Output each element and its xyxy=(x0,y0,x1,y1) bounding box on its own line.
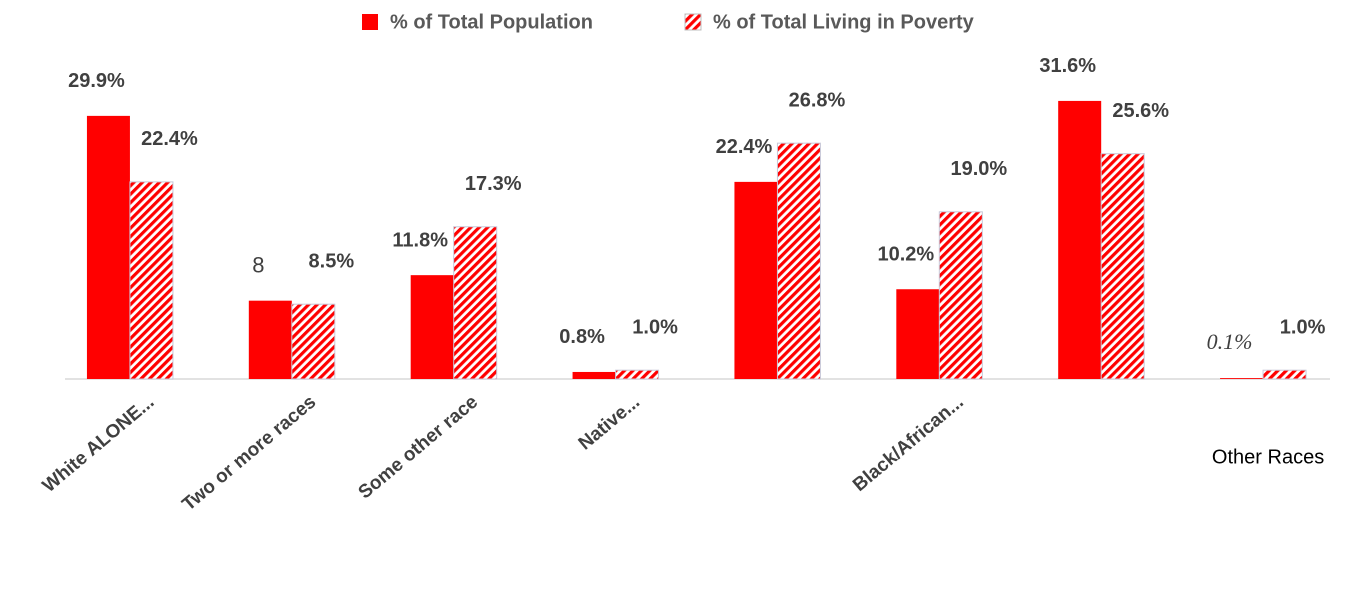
bar xyxy=(938,211,983,380)
x-tick-label: Two or more races xyxy=(178,392,320,516)
legend-label: % of Total Living in Poverty xyxy=(713,11,975,33)
x-tick-label: Other Races xyxy=(1212,446,1324,468)
bar xyxy=(248,300,292,379)
legend: % of Total Population % of Total Living i… xyxy=(362,11,975,33)
data-label: 29.9% xyxy=(68,70,125,92)
bar xyxy=(1220,378,1264,379)
bar xyxy=(129,181,174,380)
bar xyxy=(410,275,454,379)
bar xyxy=(572,371,616,379)
bar xyxy=(615,369,660,380)
legend-swatch xyxy=(684,13,702,31)
data-label: 19.0% xyxy=(950,158,1007,180)
legend-label: % of Total Population xyxy=(390,11,593,33)
x-tick-label: Native... xyxy=(575,392,644,455)
data-label: 22.4% xyxy=(141,128,198,150)
x-tick-label: White ALONE... xyxy=(39,392,159,497)
legend-swatch xyxy=(362,14,378,30)
data-label: 8 xyxy=(252,252,264,277)
bar xyxy=(896,289,940,379)
bar xyxy=(734,181,778,379)
data-label: 0.1% xyxy=(1207,329,1253,354)
bar xyxy=(1058,100,1102,380)
data-label: 31.6% xyxy=(1039,55,1096,77)
bar xyxy=(1100,153,1145,380)
data-label: 1.0% xyxy=(632,316,678,338)
bar xyxy=(291,303,336,380)
data-label: 22.4% xyxy=(716,136,773,158)
data-label: 8.5% xyxy=(309,250,355,272)
data-label: 25.6% xyxy=(1112,100,1169,122)
data-label: 0.8% xyxy=(559,326,605,348)
x-tick-label: Some other race xyxy=(355,392,483,504)
x-tick-label: Black/African... xyxy=(849,392,968,496)
data-label: 1.0% xyxy=(1280,316,1326,338)
bar xyxy=(86,115,130,379)
data-label: 17.3% xyxy=(465,173,522,195)
data-label: 26.8% xyxy=(789,89,846,111)
data-label: 10.2% xyxy=(877,244,934,266)
bar xyxy=(453,226,498,380)
bar xyxy=(1262,369,1307,380)
bar xyxy=(776,142,821,380)
data-label: 11.8% xyxy=(392,229,448,251)
